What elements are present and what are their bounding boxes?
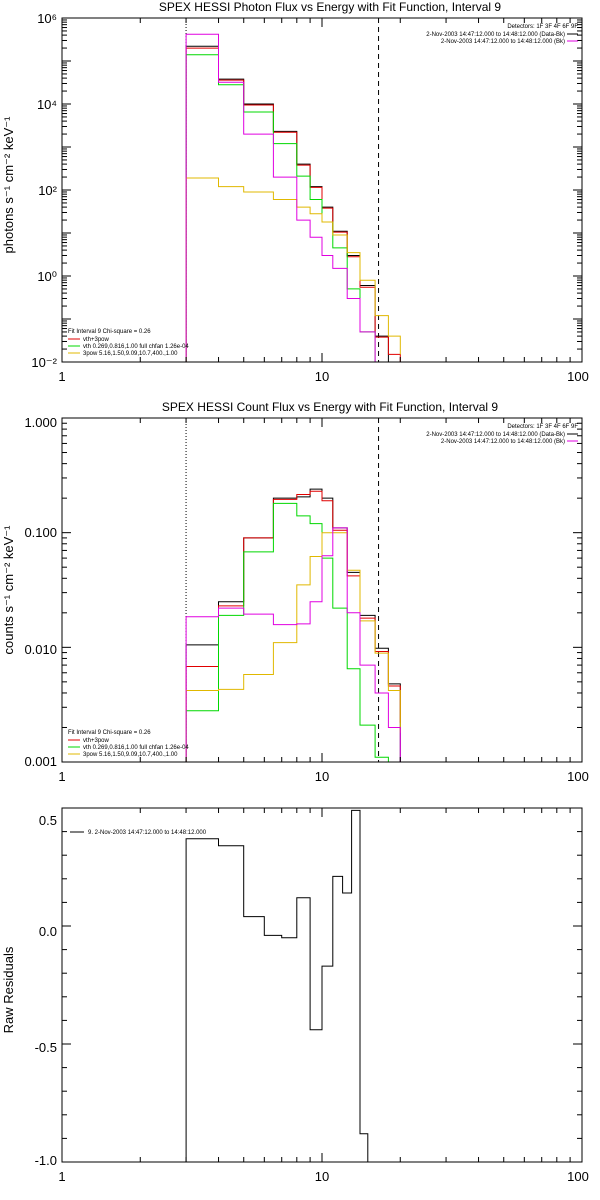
photon-legend-top-right: Detectors: 1F 3F 4F 6F 9F 2-Nov-2003 14:… [426, 24, 578, 45]
series-bk-line [185, 33, 376, 362]
residuals-ytick-05: 0.5 [39, 813, 57, 828]
photon-legend-entry-bk: 2-Nov-2003 14:47:12.000 to 14:48:12.000 … [441, 39, 565, 45]
residuals-xtick-1: 1 [58, 1169, 65, 1184]
photon-ytick-1e6: 10⁶ [37, 11, 57, 26]
series-series-line [185, 809, 369, 1162]
photon-flux-ticks [61, 17, 583, 363]
plot-area [185, 809, 369, 1162]
residuals-xtick-10: 10 [315, 1169, 329, 1184]
count-ytick-0010: 0.010 [24, 642, 57, 657]
count-flux-frame [61, 417, 583, 763]
count-ytick-1000: 1.000 [24, 415, 57, 430]
count-flux-marks [185, 418, 401, 762]
photon-flux-ylabel: photons s⁻¹ cm⁻² keV⁻¹ [1, 116, 16, 254]
photon-fit-entry-vth: vth 0.269,0.816,1.00 full chfan 1.26e-04 [83, 344, 189, 350]
residuals-marks [185, 809, 369, 1162]
count-legend-top-right: Detectors: 1F 3F 4F 6F 9F 2-Nov-2003 14:… [426, 424, 578, 445]
count-fit-entry-3pow: 3pow 5.16,1.50,9.09,10.7,400.,1.00 [83, 752, 178, 758]
count-flux-ticks [61, 417, 583, 763]
count-legend-entry-data: 2-Nov-2003 14:47:12.000 to 14:48:12.000 … [426, 432, 565, 438]
count-xtick-10: 10 [315, 769, 329, 784]
count-xtick-1: 1 [58, 769, 65, 784]
photon-fit-entry-sum: vth+3pow [83, 337, 110, 343]
photon-legend-bottom-left: Fit Interval 9 Chi-square = 0.26 vth+3po… [68, 329, 189, 357]
residuals-panel: Raw Residuals 1 10 100 -1.0 -0.5 0.0 0.5… [1, 807, 589, 1184]
count-flux-panel: SPEX HESSI Count Flux vs Energy with Fit… [1, 400, 589, 784]
count-ytick-0001: 0.001 [24, 754, 57, 769]
series-3pow-line [185, 177, 401, 362]
photon-flux-panel: SPEX HESSI Photon Flux vs Energy with Fi… [1, 0, 589, 384]
photon-xtick-100: 100 [567, 369, 589, 384]
photon-ytick-1e2: 10² [38, 183, 57, 198]
residuals-ytick-m05: -0.5 [35, 1040, 57, 1055]
count-ytick-0100: 0.100 [24, 525, 57, 540]
photon-legend-header: Detectors: 1F 3F 4F 6F 9F [507, 24, 578, 30]
plot-area [185, 18, 401, 362]
photon-ytick-1e4: 10⁴ [37, 97, 57, 112]
residuals-xtick-100: 100 [567, 1169, 589, 1184]
plot-area [185, 418, 401, 762]
residuals-frame [61, 807, 583, 1163]
photon-flux-title: SPEX HESSI Photon Flux vs Energy with Fi… [159, 0, 501, 14]
residuals-ylabel: Raw Residuals [1, 946, 16, 1033]
photon-ytick-1e0: 10⁰ [37, 269, 57, 284]
photon-xtick-1: 1 [58, 369, 65, 384]
photon-fit-entry-3pow: 3pow 5.16,1.50,9.09,10.7,400.,1.00 [83, 351, 178, 357]
count-fit-entry-sum: vth+3pow [83, 738, 110, 744]
series-bk-line [185, 527, 401, 762]
count-legend-header: Detectors: 1F 3F 4F 6F 9F [507, 424, 578, 430]
series-data-bk-line [185, 45, 389, 362]
count-legend-bottom-left: Fit Interval 9 Chi-square = 0.26 vth+3po… [68, 730, 189, 758]
photon-legend-entry-data: 2-Nov-2003 14:47:12.000 to 14:48:12.000 … [426, 32, 565, 38]
count-fit-entry-vth: vth 0.269,0.816,1.00 full chfan 1.26e-04 [83, 745, 189, 751]
residuals-legend: 9. 2-Nov-2003 14:47:12.000 to 14:48:12.0… [70, 830, 207, 836]
count-fit-header: Fit Interval 9 Chi-square = 0.26 [68, 730, 151, 736]
photon-ytick-1e-2: 10⁻² [31, 355, 57, 370]
photon-xtick-10: 10 [315, 369, 329, 384]
count-flux-title: SPEX HESSI Count Flux vs Energy with Fit… [162, 400, 498, 414]
count-xtick-100: 100 [567, 769, 589, 784]
residuals-ytick-m1: -1.0 [35, 1153, 57, 1168]
count-flux-ylabel: counts s⁻¹ cm⁻² keV⁻¹ [1, 525, 16, 655]
residuals-legend-label: 9. 2-Nov-2003 14:47:12.000 to 14:48:12.0… [88, 830, 207, 836]
photon-flux-frame [61, 17, 583, 363]
count-legend-entry-bk: 2-Nov-2003 14:47:12.000 to 14:48:12.000 … [441, 439, 565, 445]
residuals-ytick-0: 0.0 [39, 924, 57, 939]
photon-fit-header: Fit Interval 9 Chi-square = 0.26 [68, 329, 151, 335]
photon-flux-marks [185, 18, 401, 362]
